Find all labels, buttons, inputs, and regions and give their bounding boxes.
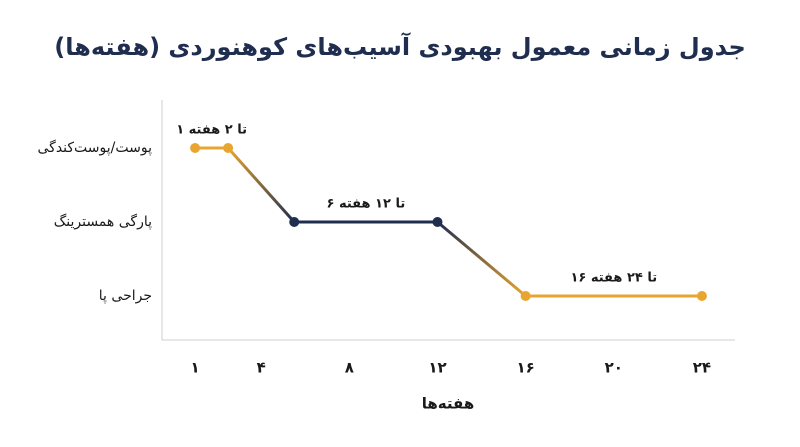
range-label: ۱ تا ۲ هفته	[176, 123, 247, 138]
y-tick-label: جراحی پا	[99, 288, 152, 304]
x-tick-label: ۸	[345, 359, 354, 377]
range-point	[190, 143, 201, 153]
x-tick-label: ۱۶	[516, 359, 534, 377]
transition-line	[226, 147, 296, 223]
y-tick-label: پوست/پوست‌کندگی	[37, 139, 152, 156]
range-point	[696, 291, 707, 301]
range-point	[520, 291, 531, 301]
x-tick-label: ۱	[190, 359, 199, 377]
range-label: ۶ تا ۱۲ هفته	[326, 197, 405, 212]
x-axis-label: هفته‌ها	[422, 395, 474, 413]
range-point	[432, 217, 443, 227]
range-point	[223, 143, 234, 153]
transition-line	[436, 220, 527, 298]
x-tick-label: ۲۴	[693, 359, 711, 377]
chart-title: جدول زمانی معمول بهبودی آسیب‌های کوهنورد…	[54, 32, 746, 61]
x-tick-label: ۴	[257, 359, 266, 377]
y-tick-label: پارگی همسترینگ	[54, 213, 152, 230]
range-label: ۱۶ تا ۲۴ هفته	[570, 271, 657, 286]
range-point	[289, 217, 300, 227]
x-tick-label: ۲۰	[605, 359, 623, 377]
x-tick-label: ۱۲	[428, 359, 446, 377]
